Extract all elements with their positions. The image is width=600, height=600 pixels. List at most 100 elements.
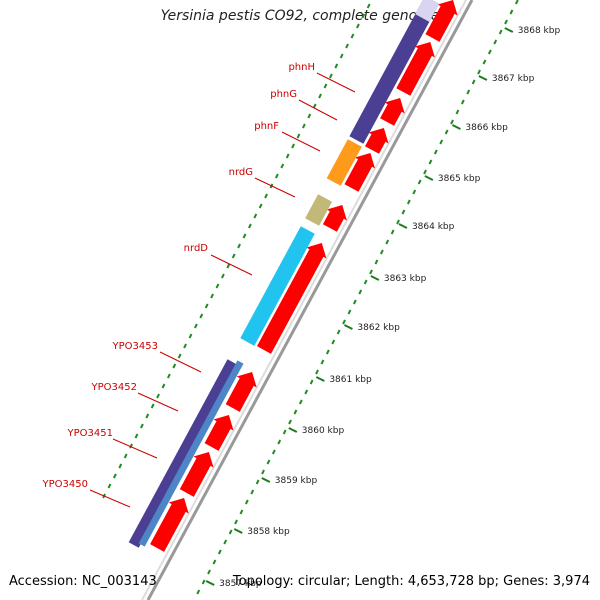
forward-cds-arrow: [179, 452, 214, 497]
scale-dot: [374, 259, 379, 265]
track-tick: [280, 163, 285, 169]
scale-label: 3857 kbp: [219, 579, 262, 589]
scale-dot: [234, 519, 238, 525]
cog-band: [349, 0, 439, 144]
backbone-layer: [141, 0, 474, 600]
forward-cds-arrow: [225, 372, 257, 412]
track-tick: [210, 293, 214, 299]
scale-dot: [385, 239, 390, 245]
scale-label: 3866 kbp: [465, 123, 508, 133]
track-tick: [328, 73, 333, 79]
scale-major-tick: [315, 376, 325, 382]
scale-dot: [482, 59, 487, 65]
leader-line: [210, 254, 253, 276]
backbone-shadow: [141, 0, 467, 600]
scale-major-tick: [424, 175, 434, 181]
track-tick: [166, 373, 171, 379]
scale-dot: [266, 459, 271, 465]
scale-dot: [352, 299, 357, 305]
gene-label-phng: phnG: [270, 89, 297, 100]
track-tick: [334, 63, 339, 69]
track-tick: [296, 133, 301, 139]
gene-label-ypo3450: YPO3450: [42, 479, 88, 490]
forward-cds-arrow: [365, 128, 389, 154]
scale-major-tick: [504, 27, 514, 33]
cog-band: [326, 139, 362, 186]
feature-layer: [128, 0, 458, 552]
track-tick: [220, 273, 225, 279]
scale-dot: [309, 379, 314, 385]
track-tick: [339, 53, 344, 59]
track-tick: [231, 253, 236, 259]
scale-dot: [342, 319, 346, 325]
track-tick: [177, 353, 182, 359]
track-tick: [258, 203, 263, 209]
track-tick: [312, 103, 317, 109]
scale-dot: [207, 569, 211, 575]
scale-dot: [315, 369, 319, 375]
scale-dot: [223, 539, 228, 545]
scale-dot: [196, 589, 201, 595]
track-tick: [188, 333, 193, 339]
scale-major-tick: [233, 528, 243, 534]
scale-dot: [282, 429, 287, 435]
leader-line: [298, 99, 338, 121]
scale-dot: [450, 119, 454, 125]
track-tick: [237, 243, 241, 249]
scale-dot: [320, 359, 325, 365]
label-leader-lines: [89, 72, 356, 508]
track-tick: [323, 83, 328, 89]
track-tick: [193, 323, 198, 329]
gene-label-ypo3453: YPO3453: [112, 341, 158, 352]
backbone-line: [146, 0, 474, 600]
leader-line: [254, 177, 296, 198]
scale-dot: [239, 509, 244, 515]
scale-dot: [331, 339, 336, 345]
cog-band: [138, 360, 244, 547]
track-tick: [145, 413, 150, 419]
scale-label: 3860 kbp: [302, 426, 345, 436]
scale-dot: [514, 0, 519, 5]
scale-dot: [217, 549, 222, 555]
scale-dot: [390, 229, 395, 235]
cog-band: [128, 359, 238, 548]
scale-major-tick: [288, 427, 298, 433]
scale-label: 3864 kbp: [412, 222, 455, 232]
scale-dot: [271, 449, 276, 455]
track-tick: [134, 433, 139, 439]
track-tick: [226, 263, 231, 269]
scale-dot: [304, 389, 309, 395]
leader-line: [137, 392, 179, 412]
scale-dot: [406, 199, 411, 205]
track-tick: [247, 223, 252, 229]
scale-dot: [363, 279, 368, 285]
scale-dot: [293, 409, 298, 415]
forward-cds-arrow: [344, 153, 375, 192]
cog-band: [240, 226, 315, 346]
track-tick: [274, 173, 279, 179]
track-tick: [301, 123, 306, 129]
scale-dot: [439, 139, 444, 145]
track-tick: [123, 453, 128, 459]
map-title: Yersinia pestis CO92, complete genome: [160, 8, 440, 24]
leader-line: [281, 131, 321, 152]
scale-dot: [466, 89, 471, 95]
scale-dot: [509, 9, 514, 15]
scale-major-tick: [261, 477, 271, 483]
scale-label: 3868 kbp: [518, 26, 561, 36]
track-tick: [150, 403, 155, 409]
track-tick: [161, 383, 166, 389]
track-tick: [350, 33, 355, 39]
scale-label: 3867 kbp: [492, 74, 535, 84]
track-tick: [215, 283, 220, 289]
inner-tick-track: [102, 3, 371, 499]
scale-major-tick: [451, 124, 461, 130]
track-tick: [204, 303, 209, 309]
scale-major-tick: [205, 580, 215, 586]
track-tick: [307, 113, 312, 119]
scale-dot: [428, 159, 433, 165]
gene-label-phnh: phnH: [288, 62, 315, 73]
scale-label: 3859 kbp: [275, 476, 318, 486]
track-tick: [253, 213, 258, 219]
scale-dot: [477, 69, 481, 75]
